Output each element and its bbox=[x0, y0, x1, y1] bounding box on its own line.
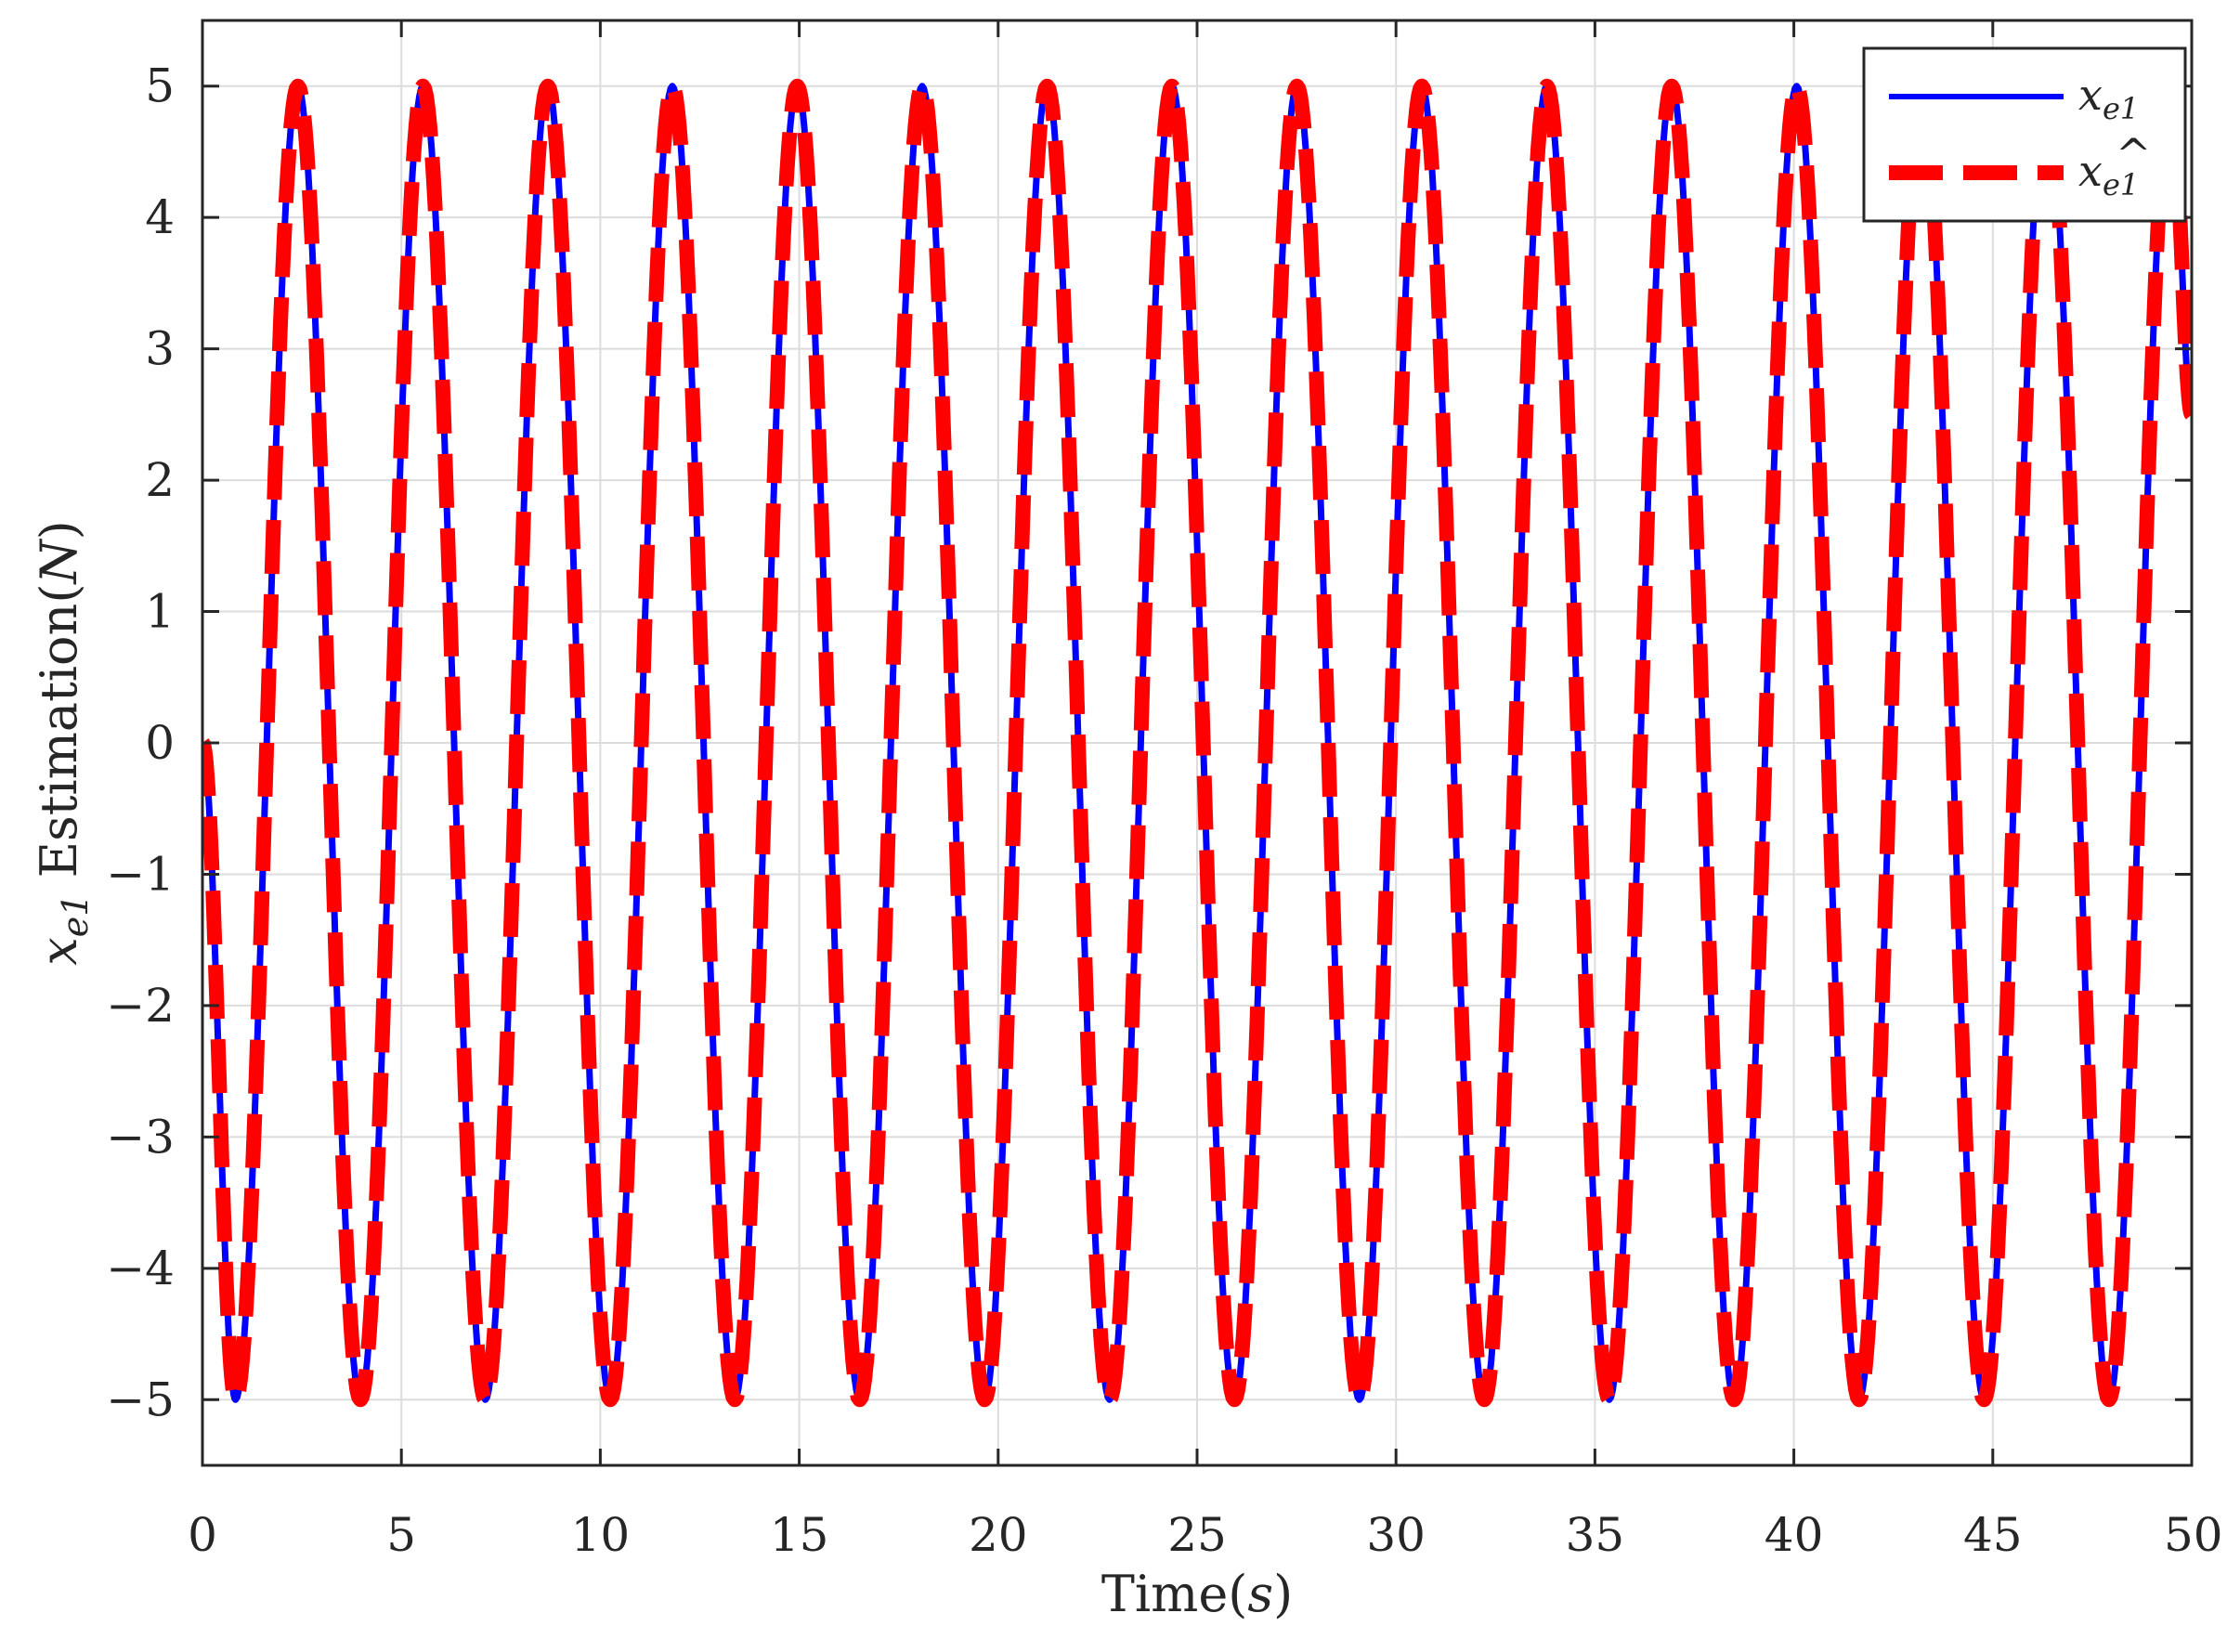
x-tick-label: 45 bbox=[1963, 1508, 2023, 1562]
x-tick-label: 50 bbox=[2164, 1508, 2223, 1562]
y-tick-label: 1 bbox=[145, 585, 175, 639]
y-tick-labels: −5 −4 −3 −2 −1 0 1 2 3 4 5 bbox=[106, 59, 175, 1427]
x-tick-label: 0 bbox=[188, 1508, 217, 1562]
y-tick-label: −2 bbox=[106, 979, 175, 1033]
legend-label-xe1-hat-sub: e1 bbox=[2103, 167, 2139, 202]
y-tick-label: −5 bbox=[106, 1372, 175, 1426]
series-layer bbox=[202, 78, 2192, 1408]
legend-label-xe1-hat: xe1 bbox=[2078, 146, 2139, 202]
y-axis-label: xe1 Estimation(N) bbox=[30, 520, 96, 965]
y-axis-label-var: x bbox=[30, 937, 88, 965]
x-tick-label: 25 bbox=[1167, 1508, 1227, 1562]
y-tick-label: −4 bbox=[106, 1242, 175, 1295]
x-tick-label: 35 bbox=[1566, 1508, 1625, 1562]
legend-box bbox=[1862, 46, 2187, 223]
x-tick-label: 20 bbox=[969, 1508, 1028, 1562]
x-axis-label-main: Time( bbox=[1101, 1565, 1248, 1623]
x-axis-label: Time(s) bbox=[1101, 1565, 1293, 1623]
x-tick-labels: 0 5 10 15 20 25 30 35 40 45 50 bbox=[188, 1508, 2223, 1562]
y-tick-label: 4 bbox=[145, 190, 175, 244]
y-axis-label-sub: e1 bbox=[55, 894, 96, 938]
series-line-xe1-hat bbox=[202, 78, 2192, 1408]
y-tick-label: 3 bbox=[145, 322, 175, 376]
x-tick-label: 5 bbox=[386, 1508, 416, 1562]
x-tick-label: 40 bbox=[1765, 1508, 1824, 1562]
x-axis-label-var: s bbox=[1247, 1565, 1273, 1623]
legend-label-xe1: xe1 bbox=[2078, 70, 2139, 126]
y-axis-label-text: Estimation( bbox=[30, 584, 88, 894]
y-tick-label: 2 bbox=[145, 453, 175, 507]
y-axis-label-unit: N bbox=[30, 539, 88, 586]
legend: xe1 xe1 ^ bbox=[1862, 46, 2187, 223]
y-tick-label: −3 bbox=[106, 1110, 175, 1164]
legend-label-xe1-var: x bbox=[2078, 70, 2103, 120]
legend-label-xe1-hat-var: x bbox=[2078, 146, 2103, 196]
y-tick-label: 0 bbox=[145, 716, 175, 770]
legend-label-xe1-hat-mark: ^ bbox=[2116, 129, 2152, 179]
y-axis-label-close: ) bbox=[30, 520, 88, 540]
y-tick-label: −1 bbox=[106, 847, 175, 901]
legend-label-xe1-sub: e1 bbox=[2103, 91, 2139, 126]
x-tick-label: 15 bbox=[770, 1508, 829, 1562]
x-tick-label: 10 bbox=[571, 1508, 631, 1562]
x-tick-label: 30 bbox=[1366, 1508, 1426, 1562]
x-axis-label-close: ) bbox=[1273, 1565, 1293, 1623]
y-tick-label: 5 bbox=[145, 59, 175, 113]
